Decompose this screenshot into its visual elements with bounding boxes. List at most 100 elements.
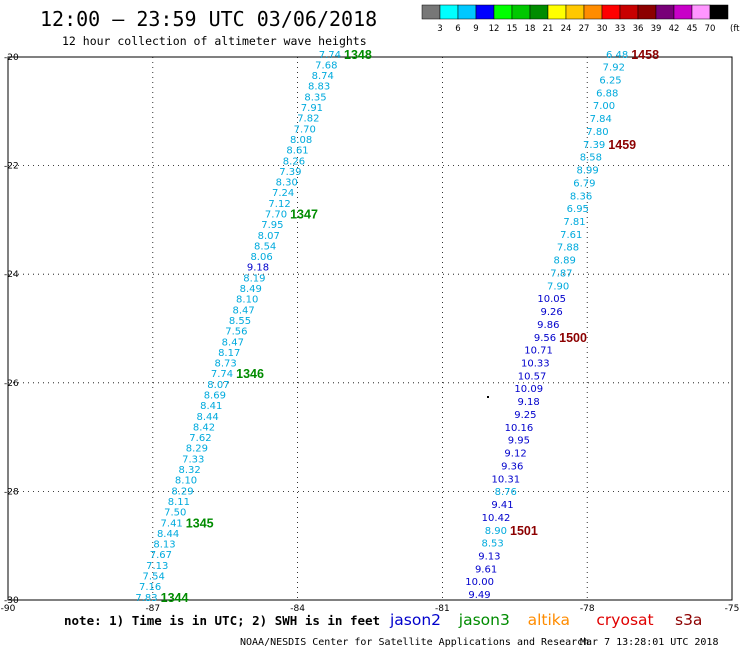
timestamp: Mar 7 13:28:01 UTC 2018 xyxy=(580,637,718,648)
colorbar-label: 27 xyxy=(579,24,590,34)
swh-value-label: 8.99 xyxy=(576,166,598,177)
swh-value-label: 6.79 xyxy=(573,178,595,189)
satellite-legend: jason2 jason3 altika cryosat s3a xyxy=(389,611,702,629)
swh-value-label: 8.10 xyxy=(175,476,197,487)
colorbar-label: 12 xyxy=(489,24,500,34)
swh-value-label: 7.67 xyxy=(150,550,172,561)
colorbar-label: 18 xyxy=(525,24,536,34)
time-label: 1459 xyxy=(608,138,636,152)
swh-value-label: 10.09 xyxy=(514,384,543,395)
swh-value-label: 8.07 xyxy=(207,380,229,391)
swh-value-label: 8.61 xyxy=(286,146,308,157)
swh-value-label: 7.74 xyxy=(319,50,341,61)
swh-value-label: 7.95 xyxy=(261,220,283,231)
swh-value-label: 7.61 xyxy=(560,230,582,241)
colorbar-swatch xyxy=(565,4,585,20)
x-tick-label: -75 xyxy=(725,604,740,614)
swh-value-label: 9.18 xyxy=(247,263,269,274)
satellite-legend-entry: s3a xyxy=(675,611,702,629)
swh-value-label: 8.44 xyxy=(157,529,179,540)
time-label: 1501 xyxy=(510,524,538,538)
time-label: 1347 xyxy=(290,207,318,221)
colorbar-swatch xyxy=(673,4,693,20)
colorbar-label: (ft) xyxy=(730,24,740,34)
swh-value-label: 7.70 xyxy=(265,209,287,220)
satellite-legend-entry: jason2 xyxy=(389,611,441,629)
swh-value-label: 7.39 xyxy=(279,167,301,178)
swh-value-label: 7.33 xyxy=(182,454,204,465)
colorbar-swatch xyxy=(457,4,477,20)
x-tick-label: -87 xyxy=(145,604,160,614)
chart-title: 12:00 – 23:59 UTC 03/06/2018 xyxy=(40,7,377,31)
swh-value-label: 10.42 xyxy=(482,513,511,524)
colorbar-swatch xyxy=(583,4,603,20)
colorbar-label: 39 xyxy=(651,24,662,34)
swh-value-label: 8.41 xyxy=(200,401,222,412)
swh-value-label: 7.74 xyxy=(211,369,233,380)
swh-value-label: 9.12 xyxy=(504,449,526,460)
swh-value-label: 7.13 xyxy=(146,561,168,572)
y-tick-label: -30 xyxy=(4,596,19,606)
swh-value-label: 9.41 xyxy=(491,500,513,511)
swh-value-label: 9.18 xyxy=(518,397,540,408)
y-tick-label: -24 xyxy=(4,270,19,280)
swh-value-label: 8.06 xyxy=(250,252,272,263)
colorbar-label: 3 xyxy=(437,24,442,34)
swh-value-label: 8.58 xyxy=(580,153,602,164)
swh-value-label: 8.42 xyxy=(193,422,215,433)
swh-value-label: 7.81 xyxy=(563,217,585,228)
swh-value-label: 7.50 xyxy=(164,508,186,519)
colorbar-label: 15 xyxy=(507,24,518,34)
swh-value-label: 7.80 xyxy=(586,127,608,138)
swh-value-label: 8.32 xyxy=(179,465,201,476)
swh-value-label: 8.55 xyxy=(229,316,251,327)
y-tick-label: -26 xyxy=(4,379,19,389)
swh-value-label: 7.82 xyxy=(297,114,319,125)
colorbar-label: 9 xyxy=(473,24,478,34)
swh-value-label: 10.31 xyxy=(492,474,521,485)
x-tick-label: -84 xyxy=(290,604,305,614)
swh-value-label: 8.11 xyxy=(168,497,190,508)
map-dot xyxy=(487,396,489,398)
swh-value-label: 7.56 xyxy=(225,327,247,338)
satellite-legend-entry: jason3 xyxy=(458,611,510,629)
swh-value-label: 8.26 xyxy=(283,156,305,167)
swh-value-label: 8.44 xyxy=(196,412,218,423)
colorbar-swatch xyxy=(547,4,567,20)
chart-subtitle: 12 hour collection of altimeter wave hei… xyxy=(62,34,367,48)
time-label: 1345 xyxy=(186,516,214,530)
swh-value-label: 8.90 xyxy=(485,526,507,537)
swh-value-label: 7.16 xyxy=(139,582,161,593)
swh-value-label: 7.90 xyxy=(547,281,569,292)
swh-value-label: 7.87 xyxy=(550,268,572,279)
swh-value-label: 7.62 xyxy=(189,433,211,444)
swh-value-label: 6.88 xyxy=(596,88,618,99)
colorbar-swatch xyxy=(439,4,459,20)
swh-value-label: 8.83 xyxy=(308,82,330,93)
swh-value-label: 10.71 xyxy=(524,346,553,357)
swh-value-label: 9.13 xyxy=(478,551,500,562)
swh-value-label: 10.33 xyxy=(521,359,550,370)
swh-value-label: 8.29 xyxy=(171,486,193,497)
colorbar-swatch xyxy=(637,4,657,20)
swh-value-label: 9.36 xyxy=(501,461,523,472)
swh-value-label: 8.10 xyxy=(236,295,258,306)
swh-value-label: 9.86 xyxy=(537,320,559,331)
colorbar-swatch xyxy=(619,4,639,20)
swh-value-label: 7.91 xyxy=(301,103,323,114)
colorbar-swatch xyxy=(511,4,531,20)
colorbar-swatch xyxy=(529,4,549,20)
swh-value-label: 7.68 xyxy=(315,60,337,71)
swh-value-label: 7.88 xyxy=(557,243,579,254)
swh-value-label: 8.74 xyxy=(312,71,334,82)
swh-value-label: 9.95 xyxy=(508,436,530,447)
swh-value-label: 8.47 xyxy=(232,305,254,316)
swh-value-label: 6.95 xyxy=(567,204,589,215)
colorbar-swatch xyxy=(691,4,711,20)
time-label: 1500 xyxy=(559,331,587,345)
swh-value-label: 6.48 xyxy=(606,50,628,61)
swh-value-label: 8.36 xyxy=(570,191,592,202)
colorbar-label: 70 xyxy=(705,24,716,34)
